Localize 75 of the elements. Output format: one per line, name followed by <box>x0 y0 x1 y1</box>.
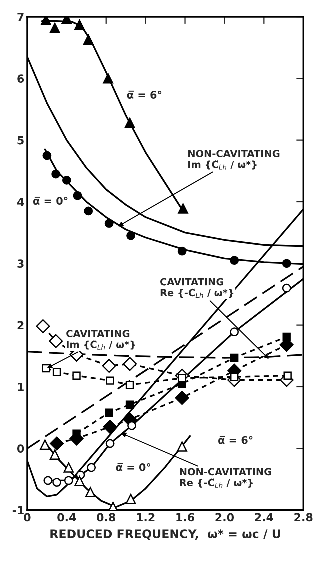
point <box>178 246 187 256</box>
point <box>85 487 96 498</box>
point <box>103 74 114 84</box>
y-tick-label: 7 <box>18 13 24 22</box>
point <box>128 421 136 430</box>
point <box>50 450 60 460</box>
point <box>177 442 188 452</box>
point <box>126 494 136 504</box>
y-tick-label: 5 <box>18 136 24 145</box>
point <box>84 206 94 216</box>
point <box>64 462 74 473</box>
point <box>64 476 74 486</box>
x-tick-label: 0 <box>24 513 31 522</box>
point <box>36 320 50 334</box>
y-tick-label: 1 <box>18 383 24 392</box>
point <box>230 373 239 382</box>
point <box>126 381 134 390</box>
annotation: α̅ = 6° <box>127 90 162 99</box>
point <box>42 364 50 373</box>
point <box>123 357 138 372</box>
annotation: NON-CAVITATING Im {C̃$_{Lh}$ / ω*} <box>188 150 280 170</box>
annotation: NON-CAVITATING Re {-C̃$_{Lh}$ / ω*} <box>180 468 272 488</box>
point <box>230 354 239 362</box>
y-tick-label: 0 <box>17 444 24 454</box>
x-tick-label: 1.2 <box>137 513 155 522</box>
y-tick-label: 2 <box>18 321 24 330</box>
x-tick-label: 2.4 <box>255 513 274 522</box>
y-tick-label: -1 <box>12 506 24 515</box>
x-tick-label: 2.0 <box>216 513 234 522</box>
x-tick-label: 0.4 <box>58 513 76 522</box>
x-tick-label: 2.8 <box>294 513 313 522</box>
point <box>42 151 52 160</box>
point <box>74 20 85 30</box>
point <box>50 22 60 34</box>
point <box>126 231 136 240</box>
point <box>73 191 82 200</box>
point <box>103 420 118 434</box>
annotation: α̅ = 0° <box>116 463 151 472</box>
point <box>178 204 188 214</box>
y-tick-label: 3 <box>18 260 24 268</box>
annotation: α̅ = 6° <box>218 436 253 444</box>
y-tick-label: 4 <box>17 198 24 206</box>
x-tick-label: 0.8 <box>97 513 116 522</box>
x-tick-label: 1.6 <box>176 513 195 522</box>
point <box>62 176 72 185</box>
point <box>104 219 114 228</box>
point <box>282 259 292 268</box>
point <box>74 476 85 486</box>
annotation: α̅ = 0° <box>33 196 68 206</box>
point <box>87 463 96 472</box>
point <box>106 376 114 385</box>
point <box>44 476 53 486</box>
point <box>230 328 240 337</box>
x-axis-title: REDUCED FREQUENCY, ω* = ωc / U <box>50 530 280 540</box>
point <box>175 391 190 406</box>
annotation: CAVITATING Im {C̃$_{Lh}$ / ω*} <box>66 330 136 350</box>
point <box>40 440 50 450</box>
point <box>52 478 62 487</box>
point <box>282 284 292 293</box>
point <box>49 334 64 348</box>
point <box>126 400 134 409</box>
point <box>72 372 81 380</box>
point <box>284 372 292 380</box>
y-tick-label: 6 <box>18 74 24 84</box>
point <box>83 34 94 45</box>
point <box>106 439 115 448</box>
point <box>52 170 60 179</box>
point <box>52 368 62 376</box>
point <box>102 359 116 374</box>
point <box>50 436 64 451</box>
point <box>105 408 114 417</box>
point <box>124 118 136 128</box>
point <box>41 17 52 26</box>
point <box>230 256 240 266</box>
annotation: CAVITATING Re {-C̃$_{Lh}$ / ω*} <box>160 278 234 298</box>
